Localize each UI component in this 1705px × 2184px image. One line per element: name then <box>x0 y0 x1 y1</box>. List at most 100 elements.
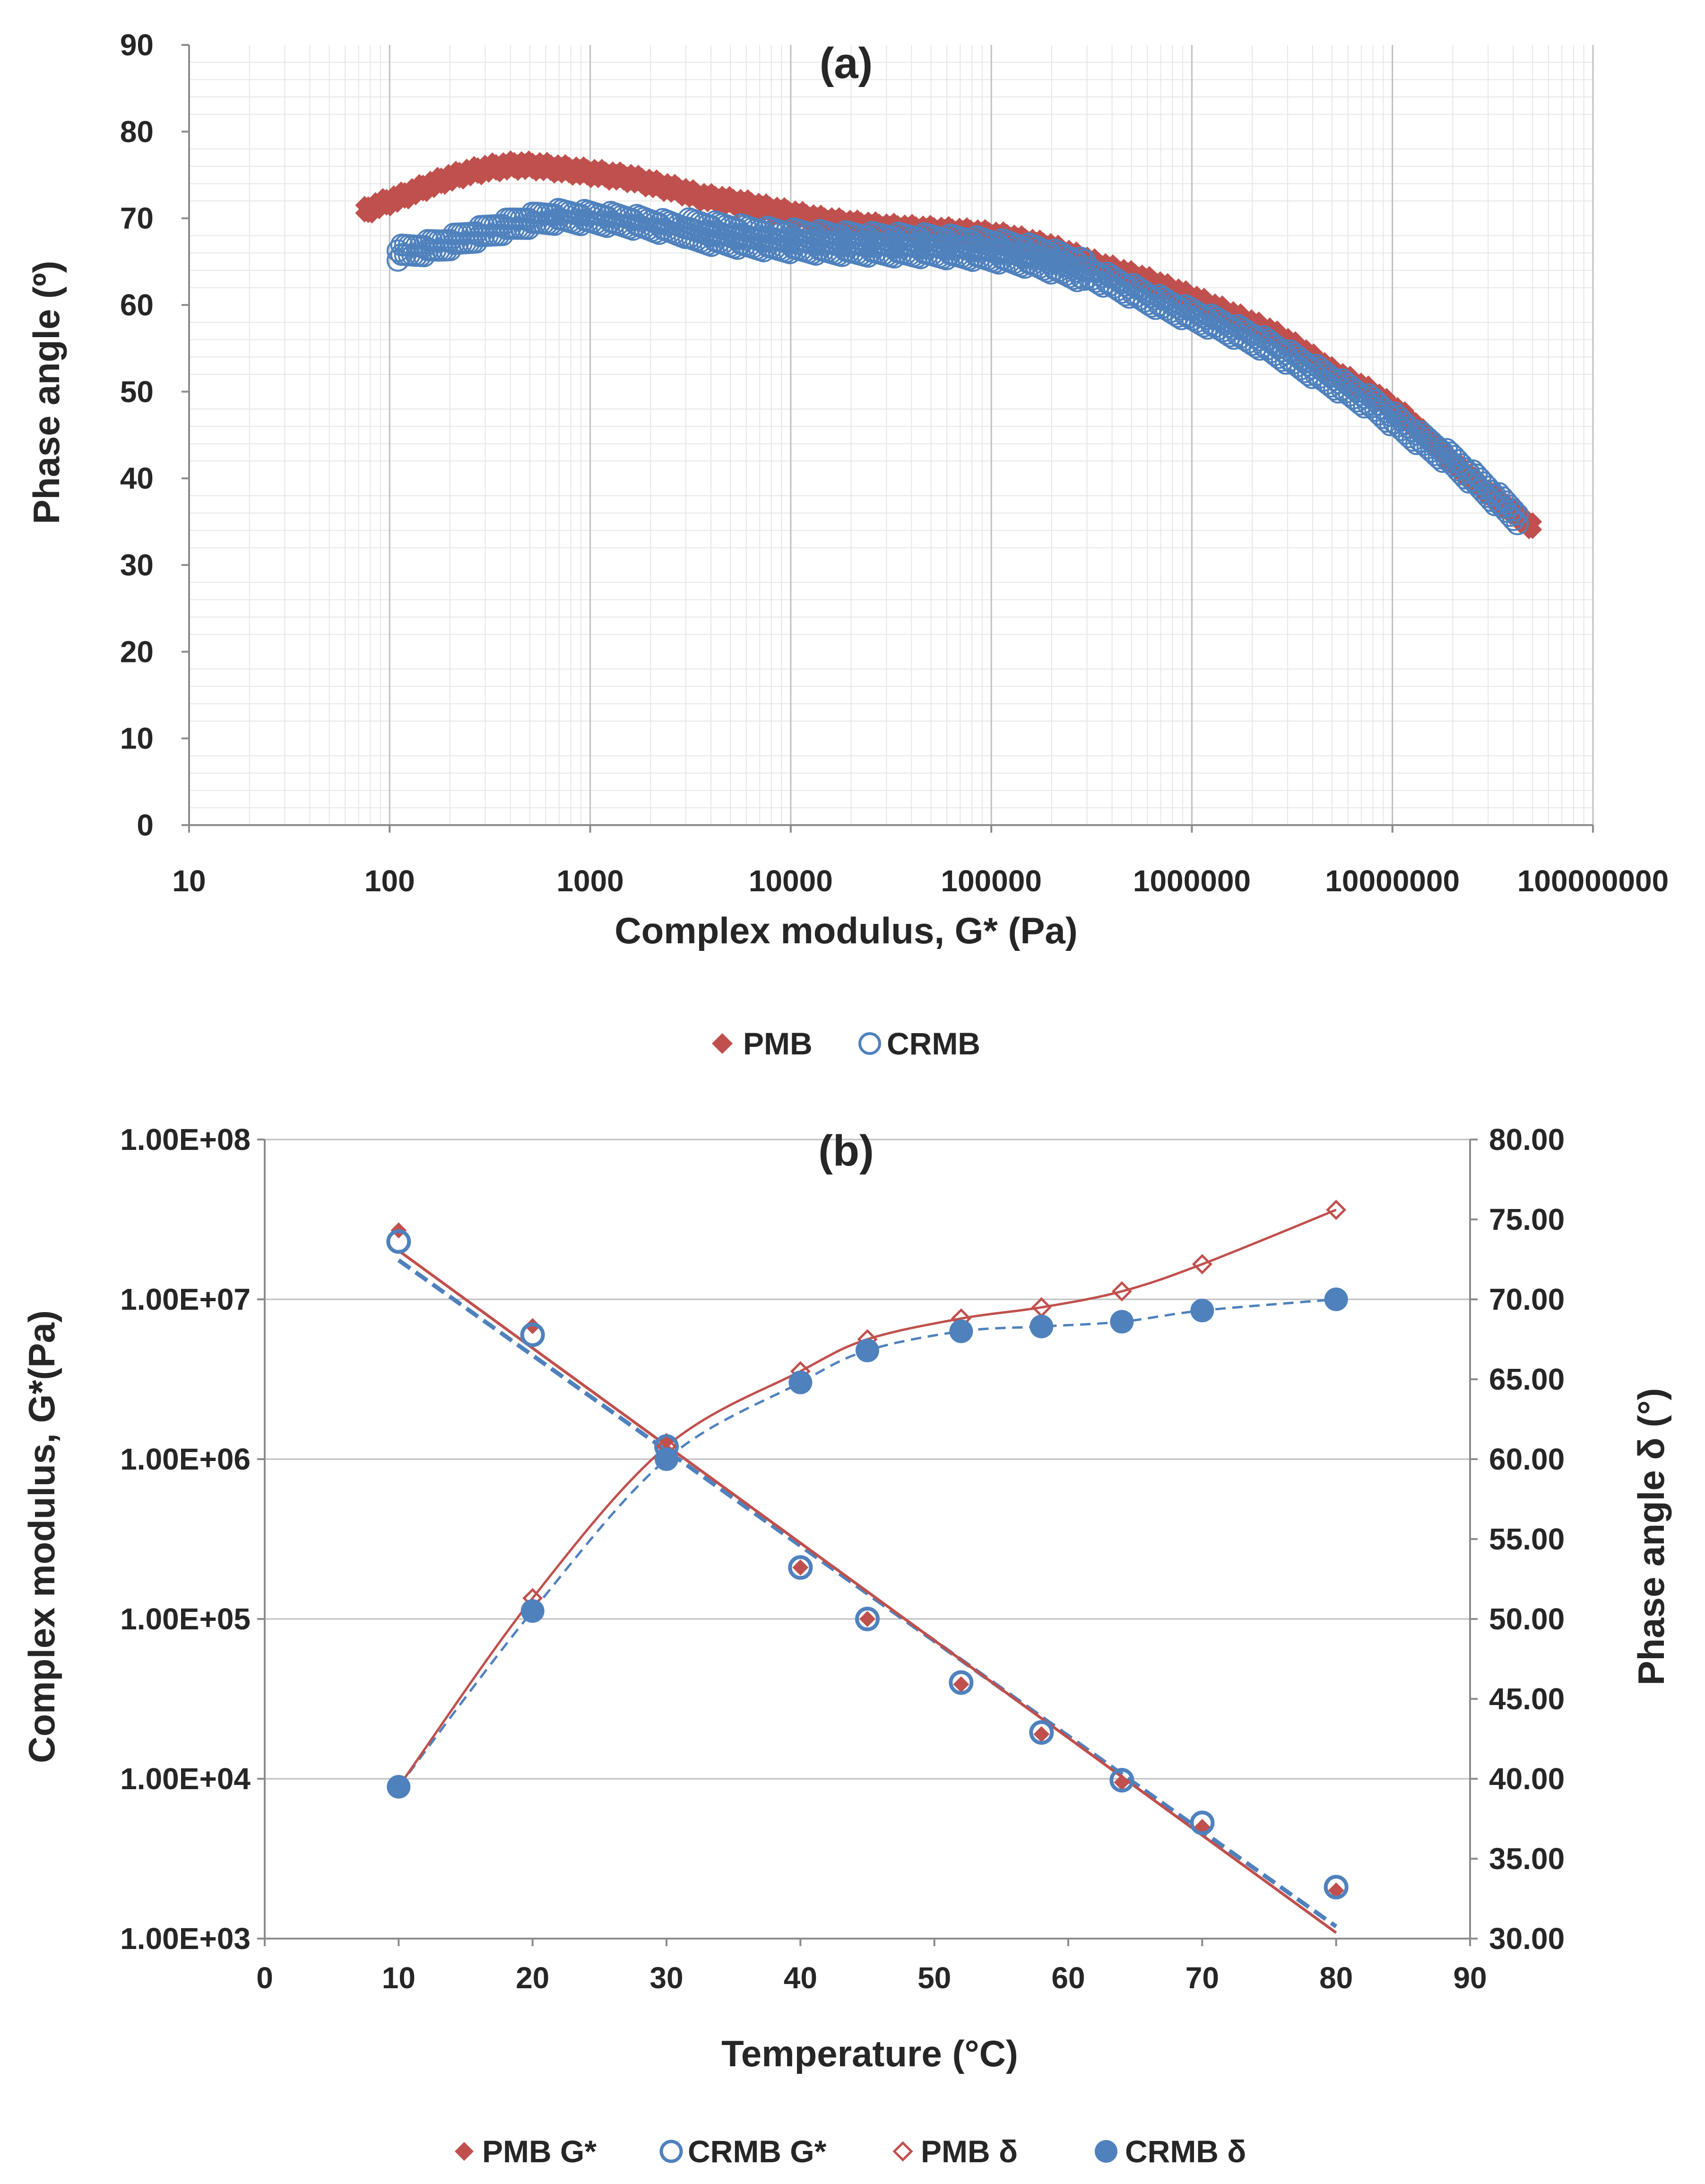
legend-label-crmb-g: CRMB G* <box>688 2134 827 2169</box>
data-point-crmb-g <box>1324 1875 1349 1900</box>
data-point-crmb <box>1428 446 1451 470</box>
chart-a-x-ticks: 10 100 1000 10000 100000 1000000 10000000 10000… <box>172 864 1669 898</box>
x-tick-label: 1000 <box>556 864 623 898</box>
data-point-crmb <box>1402 429 1425 452</box>
legend-label-pmb-g: PMB G* <box>482 2134 597 2169</box>
data-point-crmb-g <box>386 1229 411 1254</box>
data-point-crmb-delta <box>788 1370 813 1394</box>
data-point-pmb-g <box>859 1611 875 1627</box>
legend-marker-pmb-g <box>455 2142 474 2161</box>
data-point-crmb-g <box>788 1555 813 1580</box>
y2-tick-label: 60.00 <box>1489 1442 1565 1476</box>
x-tick-label: 10000000 <box>1325 864 1460 898</box>
y2-tick-label: 55.00 <box>1489 1522 1565 1556</box>
chart-b-series-pmb-delta <box>388 1200 1347 1797</box>
chart-a-x-axis-title: Complex modulus, G* (Pa) <box>614 910 1077 951</box>
legend-marker-crmb-g <box>659 2140 683 2163</box>
chart-b-x-ticks: 0 10 20 30 40 50 60 70 80 90 <box>256 1961 1487 1995</box>
chart-b-axes <box>257 1139 1478 1946</box>
y2-tick-label: 80.00 <box>1489 1122 1565 1157</box>
x-tick-label: 0 <box>256 1961 273 1995</box>
chart-a-title: (a) <box>820 39 873 87</box>
y-tick-label: 1.00E+07 <box>120 1282 251 1316</box>
x-tick-label: 70 <box>1186 1961 1219 1995</box>
y-tick-label: 1.00E+04 <box>120 1762 251 1796</box>
chart-a: 0 10 20 30 40 50 60 70 80 90 10 100 1000 10000 100000… <box>26 28 1669 1061</box>
fit-curve-pmb-delta <box>398 1209 1337 1788</box>
data-point-crmb <box>1502 498 1525 522</box>
y-tick-label: 60 <box>120 288 154 322</box>
chart-b-y-axis-title: Complex modulus, G*(Pa) <box>21 1310 62 1763</box>
y-tick-label: 80 <box>120 114 154 148</box>
y2-tick-label: 70.00 <box>1489 1282 1565 1316</box>
chart-a-series-crmb <box>386 198 1529 535</box>
y2-tick-label: 30.00 <box>1489 1922 1565 1956</box>
x-tick-label: 90 <box>1453 1961 1487 1995</box>
data-point-crmb-g <box>520 1322 545 1347</box>
x-tick-label: 10 <box>172 864 206 898</box>
data-point-crmb-delta <box>655 1447 678 1471</box>
data-point-crmb-g <box>1029 1720 1054 1745</box>
fit-curve-crmb-delta <box>398 1298 1336 1788</box>
chart-a-series-pmb <box>355 150 1542 539</box>
y-tick-label: 70 <box>120 201 154 235</box>
x-tick-label: 100000000 <box>1517 864 1669 898</box>
x-tick-label: 40 <box>784 1961 817 1995</box>
data-point-crmb-delta <box>1030 1314 1054 1339</box>
data-point-crmb <box>1491 496 1514 519</box>
y-tick-label: 50 <box>120 374 154 409</box>
y-tick-label: 1.00E+06 <box>120 1442 251 1476</box>
chart-a-gridlines <box>188 45 1594 825</box>
chart-b-series-crmb-g <box>386 1229 1349 1900</box>
chart-b-y2-axis-title: Phase angle δ (°) <box>1630 1388 1672 1686</box>
data-point-crmb <box>1502 508 1525 531</box>
legend-label-pmb-delta: PMB δ <box>921 2134 1018 2169</box>
y-tick-label: 0 <box>137 808 154 842</box>
data-point-crmb <box>1487 491 1510 514</box>
chart-b-y2-ticks: 30.00 35.00 40.00 45.00 50.00 55.00 60.00 65.00… <box>1489 1122 1565 1956</box>
y2-tick-label: 35.00 <box>1489 1842 1565 1876</box>
data-point-crmb <box>1506 503 1529 526</box>
y-tick-label: 1.00E+08 <box>120 1122 251 1157</box>
y-tick-label: 20 <box>120 635 154 669</box>
data-point-crmb <box>1345 380 1368 403</box>
data-point-pmb-delta <box>1326 1200 1347 1220</box>
chart-b-x-axis-title: Temperature (°C) <box>721 2033 1018 2074</box>
x-tick-label: 60 <box>1051 1961 1085 1995</box>
y2-tick-label: 45.00 <box>1489 1682 1565 1716</box>
data-point-pmb-g <box>792 1559 809 1576</box>
data-point-crmb-g <box>1190 1810 1215 1836</box>
x-tick-label: 1000000 <box>1133 864 1251 898</box>
legend-label-crmb-delta: CRMB δ <box>1125 2134 1246 2169</box>
data-point-crmb <box>1506 512 1529 535</box>
data-point-crmb-g <box>949 1670 974 1695</box>
data-point-crmb-delta <box>520 1599 545 1623</box>
legend-marker-pmb <box>712 1033 733 1054</box>
data-point-pmb-delta <box>1192 1254 1212 1275</box>
chart-a-y-axis-title: Phase angle (º) <box>26 261 67 524</box>
data-point-crmb-delta <box>1190 1298 1214 1323</box>
data-point-pmb-g <box>1033 1726 1050 1742</box>
chart-a-legend: PMB CRMB <box>712 1026 980 1061</box>
y2-tick-label: 40.00 <box>1489 1762 1565 1796</box>
data-point-crmb-delta <box>1110 1310 1134 1334</box>
data-point-crmb <box>543 213 566 236</box>
y2-tick-label: 50.00 <box>1489 1602 1565 1636</box>
chart-a-axes <box>182 44 1594 833</box>
x-tick-label: 50 <box>917 1961 951 1995</box>
legend-marker-crmb-delta <box>1095 2140 1117 2163</box>
chart-b: 1.00E+03 1.00E+04 1.00E+05 1.00E+06 1.00E+07… <box>21 1122 1672 2169</box>
x-tick-label: 30 <box>649 1961 683 1995</box>
chart-b-legend: PMB G* CRMB G* PMB δ CRMB δ <box>455 2134 1246 2169</box>
data-point-crmb <box>1498 504 1522 527</box>
legend-marker-pmb-delta <box>892 2141 913 2162</box>
data-point-crmb <box>1495 500 1518 523</box>
data-point-crmb-delta <box>387 1775 411 1799</box>
data-point-crmb-delta <box>949 1319 973 1343</box>
legend-label-crmb: CRMB <box>887 1026 980 1061</box>
y-tick-label: 1.00E+05 <box>120 1602 251 1636</box>
chart-b-title: (b) <box>818 1127 874 1175</box>
data-point-crmb-delta <box>1324 1288 1348 1311</box>
x-tick-label: 10000 <box>749 864 833 898</box>
